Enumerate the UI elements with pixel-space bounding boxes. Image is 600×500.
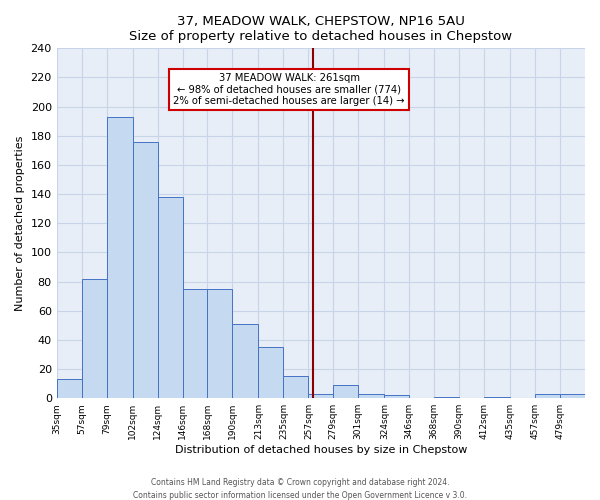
Bar bbox=[358, 394, 385, 398]
Bar bbox=[308, 394, 334, 398]
Bar bbox=[334, 385, 358, 398]
Text: Contains HM Land Registry data © Crown copyright and database right 2024.
Contai: Contains HM Land Registry data © Crown c… bbox=[133, 478, 467, 500]
Bar bbox=[385, 396, 409, 398]
Bar bbox=[82, 278, 107, 398]
Bar bbox=[182, 289, 208, 398]
Text: 37 MEADOW WALK: 261sqm
← 98% of detached houses are smaller (774)
2% of semi-det: 37 MEADOW WALK: 261sqm ← 98% of detached… bbox=[173, 73, 405, 106]
Bar bbox=[107, 117, 133, 398]
Bar bbox=[560, 394, 585, 398]
Bar bbox=[56, 380, 82, 398]
Title: 37, MEADOW WALK, CHEPSTOW, NP16 5AU
Size of property relative to detached houses: 37, MEADOW WALK, CHEPSTOW, NP16 5AU Size… bbox=[129, 15, 512, 43]
Bar bbox=[208, 289, 232, 398]
Bar bbox=[484, 397, 510, 398]
Bar bbox=[133, 142, 158, 398]
Y-axis label: Number of detached properties: Number of detached properties bbox=[15, 136, 25, 311]
Bar bbox=[232, 324, 259, 398]
X-axis label: Distribution of detached houses by size in Chepstow: Distribution of detached houses by size … bbox=[175, 445, 467, 455]
Bar bbox=[259, 347, 283, 398]
Bar bbox=[283, 376, 308, 398]
Bar bbox=[434, 397, 459, 398]
Bar bbox=[158, 197, 182, 398]
Bar bbox=[535, 394, 560, 398]
